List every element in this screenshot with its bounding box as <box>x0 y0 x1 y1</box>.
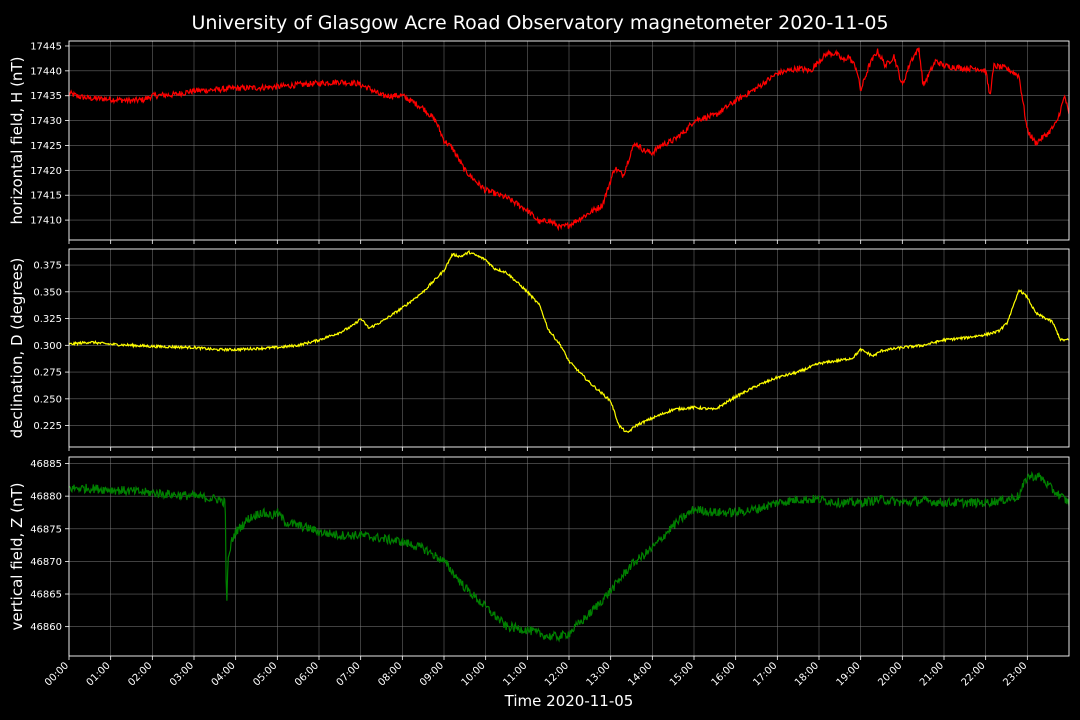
axes-frame <box>68 40 1070 241</box>
x-tick-label: 01:00 <box>85 660 113 688</box>
y-tick-label: 0.275 <box>33 368 62 379</box>
y-tick-label: 17445 <box>30 41 62 52</box>
x-tick-label: 22:00 <box>960 660 988 688</box>
x-tick-label: 15:00 <box>668 660 696 688</box>
x-tick-label: 05:00 <box>251 660 279 688</box>
y-axis-label: declination, D (degrees) <box>8 258 26 439</box>
axes-frame <box>68 456 1070 657</box>
x-tick-label: 21:00 <box>918 660 946 688</box>
y-tick-label: 46865 <box>30 590 62 601</box>
y-tick-label: 46870 <box>30 557 62 568</box>
panel-1: 17410 17415 17420 17425 17430 17435 17440 17445… <box>8 40 1070 244</box>
y-tick-label: 0.250 <box>33 394 62 405</box>
data-series-line <box>69 249 1069 433</box>
x-tick-label: 03:00 <box>168 660 196 688</box>
y-tick-label: 17425 <box>30 141 62 152</box>
y-tick-label: 0.375 <box>33 261 62 272</box>
x-tick-label: 18:00 <box>793 660 821 688</box>
x-tick-label: 06:00 <box>293 660 321 688</box>
y-tick-label: 0.225 <box>33 421 62 432</box>
data-series-line <box>69 47 1069 232</box>
x-tick-label: 10:00 <box>460 660 488 688</box>
x-tick-label: 16:00 <box>710 660 738 688</box>
x-tick-label: 00:00 <box>43 660 71 688</box>
panel-3: 46860 46865 46870 46875 46880 46885 vertical f… <box>8 456 1070 689</box>
figure-title: University of Glasgow Acre Road Observat… <box>191 12 888 34</box>
x-tick-label: 19:00 <box>835 660 863 688</box>
y-tick-label: 17410 <box>30 216 62 227</box>
x-tick-label: 09:00 <box>418 660 446 688</box>
y-tick-label: 17430 <box>30 116 62 127</box>
x-tick-label: 12:00 <box>543 660 571 688</box>
x-axis-label: Time 2020-11-05 <box>504 692 634 710</box>
x-tick-label: 04:00 <box>210 660 238 688</box>
x-tick-label: 08:00 <box>376 660 404 688</box>
x-tick-label: 02:00 <box>126 660 154 688</box>
y-tick-label: 0.325 <box>33 314 62 325</box>
data-series-line <box>69 470 1069 643</box>
panel-2: 0.225 0.250 0.275 0.300 0.325 0.350 0.375 decli… <box>8 248 1070 451</box>
y-tick-label: 46885 <box>30 459 62 470</box>
x-tick-label: 07:00 <box>335 660 363 688</box>
y-tick-label: 0.350 <box>33 287 62 298</box>
y-tick-label: 46860 <box>30 622 62 633</box>
y-tick-label: 17420 <box>30 166 62 177</box>
y-axis-label: horizontal field, H (nT) <box>8 57 26 225</box>
x-tick-label: 11:00 <box>501 660 529 688</box>
axes-frame <box>68 248 1070 448</box>
y-axis-label: vertical field, Z (nT) <box>8 482 26 630</box>
panels: 17410 17415 17420 17425 17430 17435 17440 17445… <box>8 40 1070 689</box>
x-tick-label: 14:00 <box>626 660 654 688</box>
y-tick-label: 46880 <box>30 492 62 503</box>
x-tick-label: 13:00 <box>585 660 613 688</box>
x-tick-label: 20:00 <box>876 660 904 688</box>
x-tick-label: 23:00 <box>1001 660 1029 688</box>
y-tick-label: 0.300 <box>33 341 62 352</box>
y-tick-label: 17440 <box>30 66 62 77</box>
y-tick-label: 17415 <box>30 191 62 202</box>
y-tick-label: 17435 <box>30 91 62 102</box>
x-tick-label: 17:00 <box>751 660 779 688</box>
y-tick-label: 46875 <box>30 524 62 535</box>
